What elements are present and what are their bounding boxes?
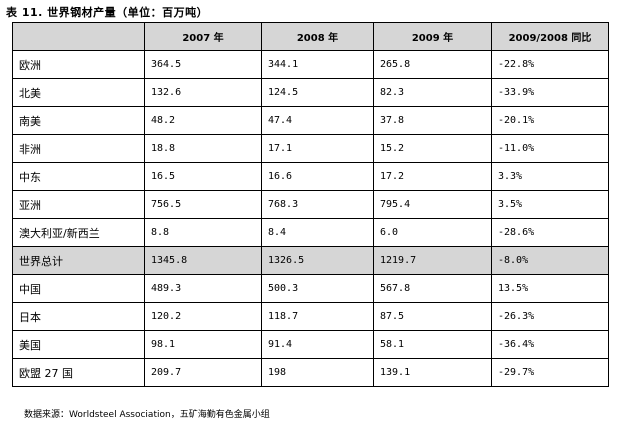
yoy-change-cell: -36.4% [491, 330, 609, 359]
value-2008-cell: 47.4 [261, 106, 374, 135]
header-cell-2007: 2007 年 [144, 22, 262, 51]
value-2008-cell: 198 [261, 358, 374, 387]
header-cell-2008: 2008 年 [261, 22, 374, 51]
region-cell: 北美 [12, 78, 145, 107]
yoy-change-cell: -20.1% [491, 106, 609, 135]
yoy-change-cell: 13.5% [491, 274, 609, 303]
yoy-change-cell: 3.5% [491, 190, 609, 219]
value-2007-cell: 756.5 [144, 190, 262, 219]
value-2008-cell: 118.7 [261, 302, 374, 331]
table-row: 欧洲 364.5 344.1 265.8 -22.8% [12, 50, 609, 79]
value-2009-cell: 15.2 [373, 134, 492, 163]
source-note: 数据来源：Worldsteel Association，五矿海勤有色金属小组 [24, 410, 270, 420]
region-cell: 非洲 [12, 134, 145, 163]
value-2008-cell: 8.4 [261, 218, 374, 247]
region-cell: 世界总计 [12, 246, 145, 275]
value-2008-cell: 344.1 [261, 50, 374, 79]
steel-production-table: 2007 年 2008 年 2009 年 2009/2008 同比 欧洲 364.… [12, 22, 609, 387]
yoy-change-cell: -11.0% [491, 134, 609, 163]
table-row: 中国 489.3 500.3 567.8 13.5% [12, 274, 609, 303]
table-row: 南美 48.2 47.4 37.8 -20.1% [12, 106, 609, 135]
value-2007-cell: 132.6 [144, 78, 262, 107]
region-cell: 南美 [12, 106, 145, 135]
header-row: 2007 年 2008 年 2009 年 2009/2008 同比 [12, 22, 609, 51]
value-2008-cell: 124.5 [261, 78, 374, 107]
region-cell: 澳大利亚/新西兰 [12, 218, 145, 247]
yoy-change-cell: -26.3% [491, 302, 609, 331]
region-cell: 日本 [12, 302, 145, 331]
value-2009-cell: 82.3 [373, 78, 492, 107]
value-2007-cell: 98.1 [144, 330, 262, 359]
value-2007-cell: 1345.8 [144, 246, 262, 275]
value-2009-cell: 58.1 [373, 330, 492, 359]
value-2007-cell: 209.7 [144, 358, 262, 387]
table-row: 美国 98.1 91.4 58.1 -36.4% [12, 330, 609, 359]
header-cell-region [12, 22, 145, 51]
value-2007-cell: 8.8 [144, 218, 262, 247]
value-2007-cell: 48.2 [144, 106, 262, 135]
value-2008-cell: 16.6 [261, 162, 374, 191]
value-2008-cell: 500.3 [261, 274, 374, 303]
value-2009-cell: 139.1 [373, 358, 492, 387]
value-2008-cell: 17.1 [261, 134, 374, 163]
value-2007-cell: 16.5 [144, 162, 262, 191]
value-2007-cell: 489.3 [144, 274, 262, 303]
yoy-change-cell: -29.7% [491, 358, 609, 387]
table-row: 北美 132.6 124.5 82.3 -33.9% [12, 78, 609, 107]
value-2009-cell: 567.8 [373, 274, 492, 303]
table-row: 欧盟 27 国 209.7 198 139.1 -29.7% [12, 358, 609, 387]
value-2009-cell: 37.8 [373, 106, 492, 135]
table-row: 日本 120.2 118.7 87.5 -26.3% [12, 302, 609, 331]
yoy-change-cell: -8.0% [491, 246, 609, 275]
table-row: 世界总计 1345.8 1326.5 1219.7 -8.0% [12, 246, 609, 275]
value-2007-cell: 120.2 [144, 302, 262, 331]
value-2008-cell: 91.4 [261, 330, 374, 359]
value-2008-cell: 1326.5 [261, 246, 374, 275]
table-row: 亚洲 756.5 768.3 795.4 3.5% [12, 190, 609, 219]
value-2008-cell: 768.3 [261, 190, 374, 219]
region-cell: 欧洲 [12, 50, 145, 79]
yoy-change-cell: -33.9% [491, 78, 609, 107]
value-2009-cell: 1219.7 [373, 246, 492, 275]
yoy-change-cell: 3.3% [491, 162, 609, 191]
yoy-change-cell: -22.8% [491, 50, 609, 79]
region-cell: 中东 [12, 162, 145, 191]
value-2009-cell: 87.5 [373, 302, 492, 331]
table-row: 中东 16.5 16.6 17.2 3.3% [12, 162, 609, 191]
table-row: 非洲 18.8 17.1 15.2 -11.0% [12, 134, 609, 163]
table-body: 欧洲 364.5 344.1 265.8 -22.8% 北美 132.6 124.5 82.3-… [12, 50, 609, 387]
value-2009-cell: 265.8 [373, 50, 492, 79]
header-cell-yoy: 2009/2008 同比 [491, 22, 609, 51]
region-cell: 美国 [12, 330, 145, 359]
region-cell: 欧盟 27 国 [12, 358, 145, 387]
region-cell: 中国 [12, 274, 145, 303]
value-2009-cell: 17.2 [373, 162, 492, 191]
header-cell-2009: 2009 年 [373, 22, 492, 51]
table-title: 表 11. 世界钢材产量（单位：百万吨） [6, 6, 209, 19]
region-cell: 亚洲 [12, 190, 145, 219]
value-2009-cell: 6.0 [373, 218, 492, 247]
value-2007-cell: 364.5 [144, 50, 262, 79]
value-2007-cell: 18.8 [144, 134, 262, 163]
value-2009-cell: 795.4 [373, 190, 492, 219]
yoy-change-cell: -28.6% [491, 218, 609, 247]
table-row: 澳大利亚/新西兰 8.8 8.4 6.0 -28.6% [12, 218, 609, 247]
